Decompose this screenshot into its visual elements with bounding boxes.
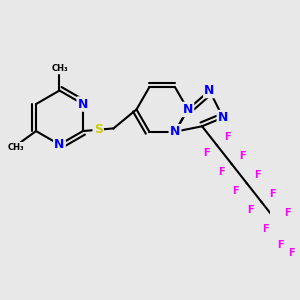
- Text: F: F: [224, 132, 231, 142]
- Text: CH₃: CH₃: [51, 64, 68, 74]
- Text: F: F: [288, 248, 295, 258]
- Text: N: N: [170, 125, 180, 138]
- Text: CH₃: CH₃: [8, 143, 24, 152]
- Text: N: N: [183, 103, 193, 116]
- Text: F: F: [284, 208, 290, 218]
- Text: F: F: [239, 151, 246, 161]
- Text: S: S: [94, 123, 103, 136]
- Text: F: F: [218, 167, 224, 177]
- Text: N: N: [218, 111, 228, 124]
- Text: F: F: [248, 205, 254, 215]
- Text: F: F: [254, 170, 261, 180]
- Text: F: F: [262, 224, 269, 234]
- Text: N: N: [78, 98, 88, 110]
- Text: F: F: [232, 186, 239, 196]
- Text: N: N: [204, 84, 215, 97]
- Text: N: N: [54, 138, 65, 151]
- Text: F: F: [269, 189, 276, 199]
- Text: F: F: [299, 230, 300, 239]
- Text: F: F: [277, 240, 284, 250]
- Text: F: F: [203, 148, 209, 158]
